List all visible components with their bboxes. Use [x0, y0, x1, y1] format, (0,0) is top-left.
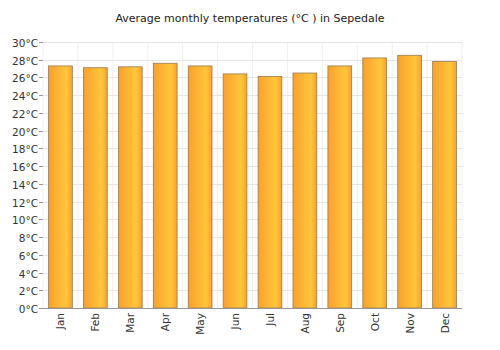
y-tick-label: 18°C — [12, 143, 38, 155]
x-tick-label: Mar — [124, 312, 136, 332]
y-tick-label: 16°C — [12, 161, 38, 173]
tick-mark — [39, 113, 43, 114]
y-tick-label: 24°C — [12, 90, 38, 102]
v-grid-line — [392, 42, 393, 308]
v-grid-line — [287, 42, 288, 308]
x-tick-label: Aug — [299, 313, 311, 334]
bar — [49, 66, 73, 308]
grid-line — [43, 308, 462, 309]
bar — [223, 74, 247, 308]
x-tick-label: Apr — [159, 312, 171, 331]
tick-mark — [39, 255, 43, 256]
tick-mark — [39, 77, 43, 78]
bar — [153, 63, 177, 308]
bar — [328, 66, 352, 308]
chart: Average monthly temperatures (°C ) in Se… — [0, 0, 500, 350]
bar — [188, 66, 212, 308]
tick-mark — [39, 148, 43, 149]
v-grid-line — [322, 42, 323, 308]
y-tick-label: 2°C — [19, 285, 38, 297]
grid-line — [43, 42, 462, 43]
v-grid-line — [462, 42, 463, 308]
bar — [433, 62, 457, 308]
tick-mark — [39, 60, 43, 61]
bar — [398, 55, 422, 308]
v-grid-line — [77, 42, 78, 308]
tick-mark — [39, 166, 43, 167]
y-tick-label: 12°C — [12, 197, 38, 209]
x-tick-label: Dec — [439, 313, 451, 334]
x-axis — [43, 308, 462, 309]
bar — [84, 68, 108, 308]
x-tick-label: Jul — [264, 313, 276, 327]
y-tick-label: 0°C — [19, 303, 38, 315]
v-grid-line — [147, 42, 148, 308]
y-tick-label: 8°C — [19, 232, 38, 244]
v-grid-line — [357, 42, 358, 308]
y-tick-label: 6°C — [19, 250, 38, 262]
y-tick-label: 20°C — [12, 126, 38, 138]
v-grid-line — [252, 42, 253, 308]
y-tick-label: 14°C — [12, 179, 38, 191]
v-grid-line — [427, 42, 428, 308]
y-tick-label: 10°C — [12, 214, 38, 226]
tick-mark — [39, 219, 43, 220]
v-grid-line — [43, 42, 44, 308]
tick-mark — [39, 308, 43, 309]
tick-mark — [39, 290, 43, 291]
tick-mark — [39, 273, 43, 274]
tick-mark — [39, 237, 43, 238]
x-tick-label: Jan — [54, 313, 66, 330]
x-tick-label: May — [194, 313, 206, 335]
bar — [293, 73, 317, 308]
y-tick-label: 26°C — [12, 72, 38, 84]
tick-mark — [39, 42, 43, 43]
tick-mark — [39, 184, 43, 185]
v-grid-line — [182, 42, 183, 308]
x-tick-label: Feb — [89, 313, 101, 332]
bar — [363, 58, 387, 308]
y-tick-label: 22°C — [12, 108, 38, 120]
bars — [49, 55, 457, 308]
y-tick-label: 30°C — [12, 37, 38, 49]
v-grid-line — [217, 42, 218, 308]
tick-mark — [39, 202, 43, 203]
tick-mark — [39, 95, 43, 96]
y-tick-label: 4°C — [19, 268, 38, 280]
x-tick-label: Nov — [404, 313, 416, 334]
x-tick-label: Oct — [369, 313, 381, 331]
bar — [118, 67, 142, 308]
x-tick-label: Jun — [229, 313, 241, 330]
title: Average monthly temperatures (°C ) in Se… — [115, 12, 384, 25]
x-tick-label: Sep — [334, 313, 346, 333]
tick-mark — [39, 131, 43, 132]
y-tick-label: 28°C — [12, 55, 38, 67]
bar — [258, 77, 282, 308]
v-grid-line — [112, 42, 113, 308]
